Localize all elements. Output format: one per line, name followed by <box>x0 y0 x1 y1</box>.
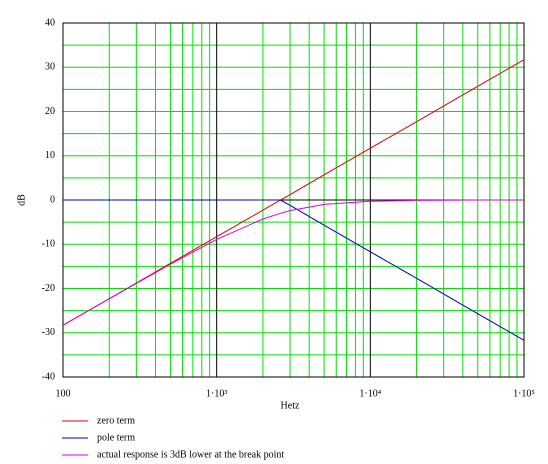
y-axis-label: dB <box>16 194 27 206</box>
legend-label: actual response is 3dB lower at the brea… <box>97 449 284 460</box>
y-tick-label: -20 <box>42 283 55 294</box>
x-tick-label: 1·10³ <box>206 388 227 399</box>
y-tick-label: -30 <box>42 327 55 338</box>
series-line <box>63 199 525 341</box>
series-line <box>62 199 524 326</box>
x-tick-label: 1·10⁴ <box>359 388 381 399</box>
y-tick-label: 10 <box>45 150 55 161</box>
x-tick-label: 100 <box>56 388 71 399</box>
legend-label: zero term <box>97 415 135 426</box>
y-tick-label: -40 <box>42 371 55 382</box>
y-tick-label: 40 <box>45 17 55 28</box>
y-tick-label: -10 <box>42 239 55 250</box>
series-line <box>62 59 525 326</box>
legend-label: pole term <box>97 432 135 443</box>
y-tick-label: 0 <box>50 194 55 205</box>
y-tick-label: 30 <box>45 62 55 73</box>
x-tick-label: 1·10⁵ <box>513 388 535 399</box>
x-axis-label: Hetz <box>281 400 300 411</box>
y-tick-label: 20 <box>45 106 55 117</box>
